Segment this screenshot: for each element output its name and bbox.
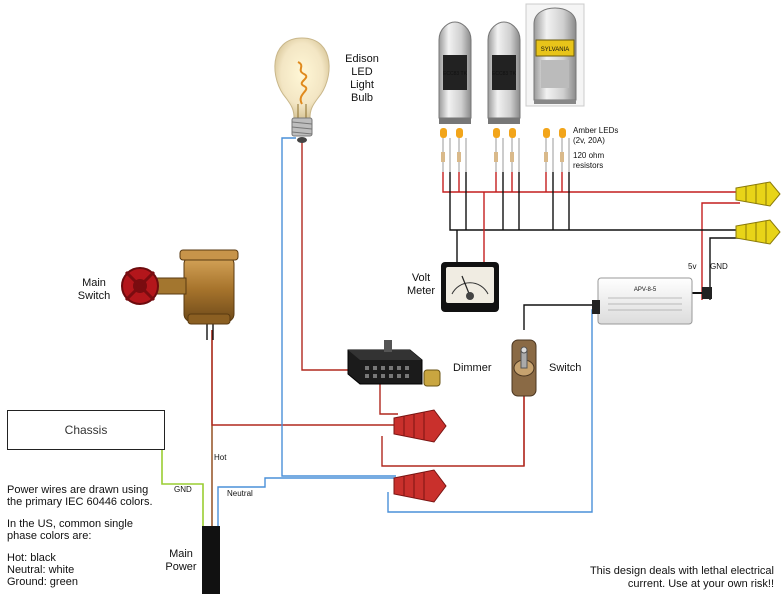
- volt-meter-label-line-2: Meter: [407, 285, 435, 297]
- hot-wire-switch-psu: [536, 305, 598, 395]
- chassis-box: Chassis: [7, 410, 165, 450]
- ground-wire: [161, 450, 204, 528]
- volt-meter-icon: [441, 262, 499, 312]
- led-note-line-1: Amber LEDs: [573, 126, 618, 135]
- main-switch-label-line-2: Switch: [78, 290, 110, 302]
- chassis-label: Chassis: [64, 423, 108, 437]
- bulb-label: Edison LED Light Bulb: [345, 53, 379, 104]
- main-power-plug-icon: [202, 526, 220, 594]
- main-switch-valve-icon: [121, 249, 239, 325]
- neutral-label: Neutral: [227, 489, 253, 498]
- led-red-drops: [458, 172, 563, 192]
- red-wire-nut-1: [393, 409, 447, 443]
- dimmer-label: Dimmer: [453, 362, 492, 374]
- edison-bulb-icon: [274, 37, 330, 143]
- led-red-bus: [442, 172, 740, 193]
- iec-note-line-1: Power wires are drawn using: [7, 484, 149, 496]
- tube-3-label: SYLVANIA: [541, 47, 569, 53]
- dc-gnd-wire: [709, 237, 740, 300]
- neutral-wire-bulb: [281, 137, 396, 477]
- yellow-wire-nut-2: [735, 219, 781, 245]
- led-black-drops: [465, 172, 570, 230]
- resistor-note: 120 ohm resistors: [573, 151, 604, 170]
- led-note: Amber LEDs (2v, 20A): [573, 126, 618, 145]
- psu-gnd-label: GND: [710, 262, 728, 271]
- led-note-line-2: (2v, 20A): [573, 136, 605, 145]
- vacuum-tube-2-icon: ECC83 TK: [487, 21, 521, 124]
- bulb-label-line-4: Bulb: [351, 92, 373, 104]
- volt-meter-label: Volt Meter: [407, 272, 435, 297]
- power-supply-icon: APV-8-5: [592, 277, 712, 325]
- led-black-bus: [449, 172, 740, 231]
- yellow-wire-nut-1: [735, 181, 781, 207]
- hot-label: Hot: [214, 453, 227, 462]
- main-switch-label: Main Switch: [78, 277, 110, 302]
- toggle-switch-icon: [511, 339, 537, 397]
- amber-leds-icon: [440, 128, 570, 172]
- main-switch-label-line-1: Main: [82, 277, 106, 289]
- red-wire-nut-2: [393, 469, 447, 503]
- vacuum-tube-1-icon: ECC83 TK: [438, 21, 472, 124]
- dimmer-icon: [347, 340, 441, 387]
- tube-2-label: ECC83 TK: [492, 71, 516, 77]
- us-note-line-1: In the US, common single: [7, 518, 133, 530]
- dc-5v-wire: [701, 202, 740, 300]
- bulb-label-line-1: Edison: [345, 53, 379, 65]
- warning-line-1: This design deals with lethal electrical: [589, 565, 774, 577]
- resistor-note-line-1: 120 ohm: [573, 151, 604, 160]
- bulb-label-line-3: Light: [350, 79, 374, 91]
- psu-5v-label: 5v: [688, 262, 696, 271]
- neutral-wire-main: [217, 477, 396, 528]
- ground-color-note: Ground: green: [7, 576, 78, 588]
- hot-wire-dimmer: [379, 384, 398, 415]
- volt-meter-label-line-1: Volt: [412, 272, 430, 284]
- gnd-label: GND: [174, 485, 192, 494]
- switch-to-psu-wire: [523, 304, 596, 330]
- neutral-color-note: Neutral: white: [7, 564, 75, 576]
- bulb-label-line-2: LED: [351, 66, 372, 78]
- main-power-label-line-2: Power: [165, 561, 197, 573]
- warning-line-2: current. Use at your own risk!!: [627, 578, 774, 590]
- hot-color-note: Hot: black: [7, 552, 56, 564]
- hot-wire-bulb: [301, 140, 352, 371]
- vacuum-tube-3-icon: SYLVANIA: [525, 3, 585, 107]
- us-note-line-2: phase colors are:: [7, 530, 92, 542]
- tube-1-label: ECC83 TK: [443, 71, 467, 77]
- switch-label: Switch: [549, 362, 581, 374]
- iec-note-line-2: the primary IEC 60446 colors.: [7, 496, 153, 508]
- resistor-note-line-2: resistors: [573, 161, 603, 170]
- main-power-label-line-1: Main: [169, 548, 193, 560]
- main-power-label: Main Power: [165, 548, 197, 573]
- hot-wire-to-nut: [211, 330, 395, 426]
- psu-label: APV-8-5: [634, 287, 657, 293]
